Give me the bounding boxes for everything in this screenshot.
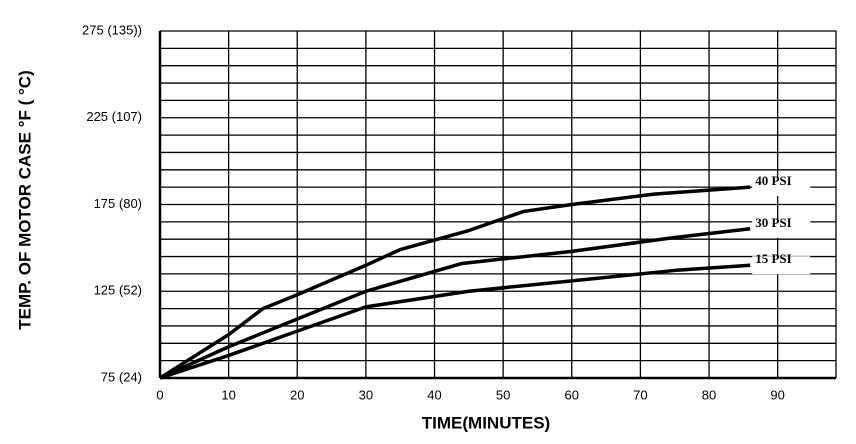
x-tick-label: 0: [156, 387, 163, 402]
x-tick-label: 90: [770, 387, 784, 402]
x-tick-label: 40: [427, 387, 441, 402]
y-axis-title: TEMP. OF MOTOR CASE °F ( °C): [15, 70, 34, 329]
x-tick-label: 70: [633, 387, 647, 402]
label-background: [752, 219, 811, 238]
y-tick-label: 75 (24): [101, 369, 142, 384]
x-axis-title: TIME(MINUTES): [422, 413, 550, 432]
x-tick-label: 60: [565, 387, 579, 402]
x-tick-label: 10: [221, 387, 235, 402]
series-line: [159, 263, 751, 380]
y-tick-label: 175 (80): [94, 196, 142, 211]
y-tick-label: 125 (52): [94, 283, 142, 298]
series-line: [159, 185, 751, 380]
series-line: [159, 227, 751, 380]
label-background: [752, 256, 811, 275]
x-tick-label: 30: [359, 387, 373, 402]
x-tick-label: 50: [496, 387, 510, 402]
x-tick-label: 80: [702, 387, 716, 402]
series-label: 15 PSI: [755, 251, 791, 266]
y-tick-label: 225 (107): [86, 109, 142, 124]
series-label: 30 PSI: [755, 215, 791, 230]
series-label: 40 PSI: [755, 173, 791, 188]
label-background: [752, 178, 811, 197]
y-tick-label: 275 (135)): [82, 22, 142, 37]
x-tick-label: 20: [290, 387, 304, 402]
